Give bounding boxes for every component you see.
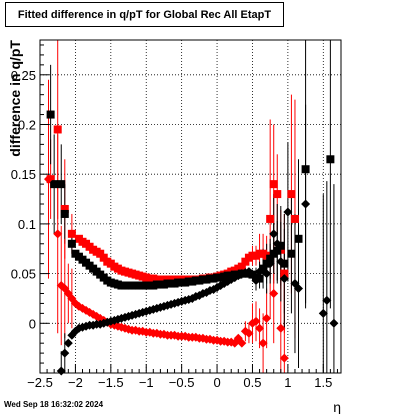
data-point-square (46, 110, 55, 119)
x-tick-label: −1.5 (98, 375, 124, 390)
data-point-square (53, 125, 62, 134)
x-tick-label: 0.5 (243, 375, 261, 390)
data-point-square (50, 180, 59, 189)
data-point-square (57, 180, 66, 189)
data-point-diamond (251, 276, 261, 286)
data-point-diamond (276, 257, 286, 267)
x-tick-label: 0 (213, 375, 220, 390)
data-point-diamond (294, 284, 304, 294)
data-point-square (237, 262, 246, 271)
y-tick-label: 0.05 (11, 267, 36, 282)
y-tick-label: 0.1 (18, 217, 36, 232)
data-point-square (294, 234, 303, 243)
data-point-square (273, 246, 282, 255)
data-point-diamond (279, 274, 289, 284)
grid (39, 40, 341, 373)
data-point-diamond (237, 338, 247, 348)
data-point-diamond (269, 288, 279, 298)
x-axis-label: η (333, 399, 341, 414)
data-point-diamond (301, 199, 311, 209)
data-point-square (290, 214, 299, 223)
data-point-diamond (251, 316, 261, 326)
x-tick-label: 1 (284, 375, 291, 390)
data-point-square (301, 165, 310, 174)
data-point-square (67, 229, 76, 238)
data-point-square (60, 209, 69, 218)
data-point-diamond (60, 348, 70, 358)
data-point-square (287, 249, 296, 258)
y-tick-label: 0 (29, 316, 36, 331)
data-point-diamond (244, 328, 254, 338)
y-axis-label: difference in q/pT (7, 40, 23, 157)
axes: −2.5 −2 −1.5 −1 −0.5 0 0.5 1 1.5 0 0.05 0.1 0.15 0.2 0… (11, 44, 338, 390)
data-point-square (280, 269, 289, 278)
y-tick-label: 0.25 (11, 68, 36, 83)
data-point-diamond (258, 338, 268, 348)
data-point-diamond (272, 239, 282, 249)
data-point-square (67, 239, 76, 248)
data-point-diamond (63, 338, 73, 348)
data-point-diamond (255, 323, 265, 333)
data-point-square (266, 214, 275, 223)
data-point-square (276, 241, 285, 250)
y-tick-label: 0.2 (18, 117, 36, 132)
data-markers (43, 110, 339, 376)
x-tick-label: 1.5 (314, 375, 332, 390)
data-point-square (287, 190, 296, 199)
data-point-diamond (265, 259, 275, 269)
data-point-diamond (279, 353, 289, 363)
data-point-square (326, 155, 335, 164)
data-point-square (60, 204, 69, 213)
data-point-diamond (283, 207, 293, 217)
data-point-diamond (329, 318, 339, 328)
data-point-square (273, 190, 282, 199)
x-tick-label: −2 (68, 375, 83, 390)
data-point-diamond (262, 269, 272, 279)
x-tick-label: −0.5 (169, 375, 195, 390)
data-point-square (269, 180, 278, 189)
data-point-diamond (269, 229, 279, 239)
data-point-square (280, 259, 289, 268)
x-tick-label: −2.5 (27, 375, 53, 390)
chart-title: Fitted difference in q/pT for Global Rec… (5, 2, 284, 27)
data-point-diamond (262, 313, 272, 323)
x-tick-label: −1 (139, 375, 154, 390)
data-point-diamond (53, 229, 63, 239)
y-tick-label: 0.15 (11, 167, 36, 182)
data-point-diamond (247, 270, 257, 280)
data-point-square (255, 274, 264, 283)
data-point-diamond (322, 295, 332, 305)
plot-frame (39, 39, 342, 374)
data-point-diamond (318, 308, 328, 318)
date-stamp: Wed Sep 18 16:32:02 2024 (4, 400, 104, 409)
data-point-square (266, 254, 275, 263)
data-point-diamond (43, 174, 53, 184)
data-point-diamond (276, 323, 286, 333)
